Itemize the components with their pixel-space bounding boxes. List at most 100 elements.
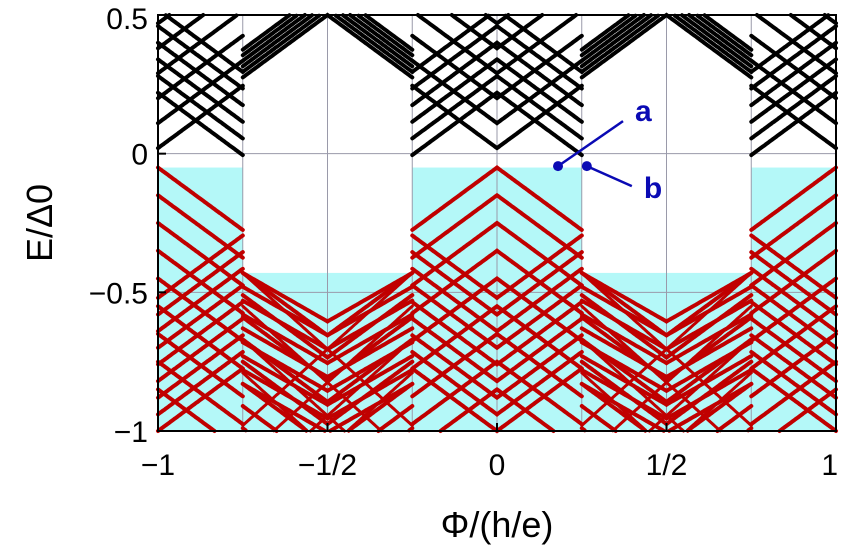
pos-level-up-1-seg1 [240, 13, 415, 74]
neg-level-b-3-seg2 [410, 316, 584, 384]
neg-level-a-6-seg0 [156, 331, 245, 399]
neg-level-a-6-seg3 [579, 404, 754, 433]
y-tick-label-1: 0 [131, 139, 148, 172]
neg-level-b-1-seg3 [579, 284, 754, 338]
neg-cross-l-1-seg3 [580, 304, 722, 433]
pos-level-down-1-seg0 [156, 24, 245, 91]
pos-level-down-3-seg0 [156, 57, 245, 124]
annotation-label-b: b [644, 172, 662, 205]
neg-level-b-0-seg0 [156, 366, 245, 433]
pos-level-down-5-seg4 [749, 90, 838, 158]
neg-level-b-0-seg1 [240, 270, 415, 324]
pos-level-down-2-seg0 [156, 40, 245, 108]
annotation-label-a: a [635, 95, 652, 128]
neg-level-b-6-seg2 [410, 266, 584, 334]
x-tick-label-0: −1 [141, 449, 175, 482]
neg-level-b-7-seg3 [579, 368, 754, 421]
neg-level-a-1-seg2 [410, 192, 584, 260]
pos-level-up-4-seg1 [240, 13, 415, 58]
neg-level-a-7-seg2 [410, 359, 584, 427]
y-tick-label-3: −1 [114, 416, 148, 449]
neg-level-b-4-seg1 [240, 326, 415, 380]
neg-level-a-6-seg2 [410, 331, 584, 399]
neg-level-a-2-seg2 [410, 220, 584, 288]
neg-cross-r-2-seg3 [648, 338, 753, 433]
pos-level-up-2-seg1 [240, 13, 415, 69]
pos-level-down-0-seg0 [163, 13, 245, 74]
neg-level-b-4-seg3 [579, 326, 754, 380]
annotations: ab [553, 95, 662, 205]
neg-level-a-2-seg0 [156, 221, 245, 288]
pos-level-up-1-seg3 [579, 13, 754, 74]
neg-level-b-5-seg4 [749, 283, 838, 350]
x-tick-label-1: −1/2 [298, 449, 357, 482]
pos-level-down-0-seg2 [410, 13, 584, 74]
pos-level-up-4-seg0 [156, 13, 206, 51]
pos-level-down-4-seg0 [156, 74, 245, 141]
neg-level-a-2-seg3 [579, 315, 754, 383]
pos-level-up-2-seg3 [579, 13, 754, 69]
neg-level-b-1-seg2 [410, 350, 584, 417]
neg-cross-r-1-seg3 [611, 304, 753, 433]
neg-level-b-4-seg2 [410, 300, 584, 367]
pos-level-up-0-seg2 [410, 83, 584, 151]
neg-level-a-2-seg4 [749, 221, 838, 288]
neg-level-b-1-seg1 [240, 284, 415, 338]
neg-level-b-8-seg3 [579, 381, 754, 433]
x-tick-label-3: 1/2 [646, 449, 688, 482]
pos-level-up-5-seg4 [822, 13, 838, 26]
neg-level-b-4-seg4 [749, 300, 838, 367]
y-tick-label-2: −0.5 [89, 277, 148, 310]
pos-level-down-0-seg4 [749, 13, 831, 74]
neg-level-a-7-seg4 [749, 359, 838, 427]
neg-level-a-3-seg2 [410, 248, 584, 316]
pos-level-down-3-seg2 [410, 56, 584, 124]
pos-level-up-5-seg1 [240, 13, 415, 52]
neg-cross-r-1-seg1 [272, 304, 414, 433]
pos-level-down-2-seg4 [749, 40, 838, 108]
neg-level-a-4-seg2 [410, 276, 584, 343]
neg-level-a-5-seg4 [749, 304, 838, 371]
neg-level-b-6-seg0 [156, 266, 245, 334]
neg-level-b-1-seg4 [749, 350, 838, 417]
neg-cross-l-3-seg1 [241, 371, 308, 432]
neg-level-b-8-seg1 [240, 381, 415, 433]
neg-level-b-1-seg0 [156, 350, 245, 417]
pos-level-up-4-seg4 [788, 13, 838, 51]
neg-level-a-7-seg3 [579, 426, 754, 433]
neg-level-a-5-seg0 [156, 304, 245, 371]
neg-level-a-0-seg4 [749, 165, 838, 232]
neg-level-b-5-seg0 [156, 283, 245, 350]
negative-energy-levels [156, 164, 838, 434]
pos-level-down-5-seg2 [410, 90, 584, 158]
neg-level-b-7-seg1 [240, 368, 415, 421]
pos-level-up-3-seg2 [415, 13, 579, 76]
annotation-leader-b [586, 165, 633, 188]
neg-level-a-6-seg1 [240, 404, 415, 433]
y-axis-title: E/Δ0 [19, 184, 60, 262]
neg-level-b-5-seg3 [579, 340, 754, 394]
pos-level-up-5-seg2 [483, 13, 511, 26]
pos-level-down-4-seg2 [410, 73, 584, 141]
neg-level-a-6-seg4 [749, 331, 838, 399]
pos-level-up-3-seg1 [240, 13, 415, 63]
annotation-leader-a [557, 120, 624, 168]
neg-level-b-2-seg2 [410, 333, 584, 401]
neg-level-a-8-seg0 [156, 387, 217, 433]
neg-level-b-5-seg1 [240, 340, 415, 394]
neg-level-b-0-seg4 [749, 366, 838, 433]
pos-level-down-1-seg2 [410, 23, 584, 91]
neg-cross-l-1-seg1 [241, 304, 383, 433]
x-tick-label-4: 1 [821, 449, 838, 482]
axis-ticks: −1 −1/2 0 1/2 1 0.5 0 −0.5 −1 [89, 3, 838, 482]
neg-level-b-8-seg2 [410, 233, 584, 301]
neg-level-b-0-seg3 [579, 270, 754, 324]
neg-level-a-2-seg1 [240, 315, 415, 383]
neg-level-a-7-seg1 [240, 426, 415, 433]
neg-level-b-4-seg0 [156, 300, 245, 367]
pos-level-up-4-seg2 [449, 13, 545, 51]
neg-cross-l-3-seg3 [580, 371, 647, 432]
neg-level-a-0-seg2 [410, 164, 584, 232]
pos-level-up-3-seg3 [579, 13, 754, 63]
